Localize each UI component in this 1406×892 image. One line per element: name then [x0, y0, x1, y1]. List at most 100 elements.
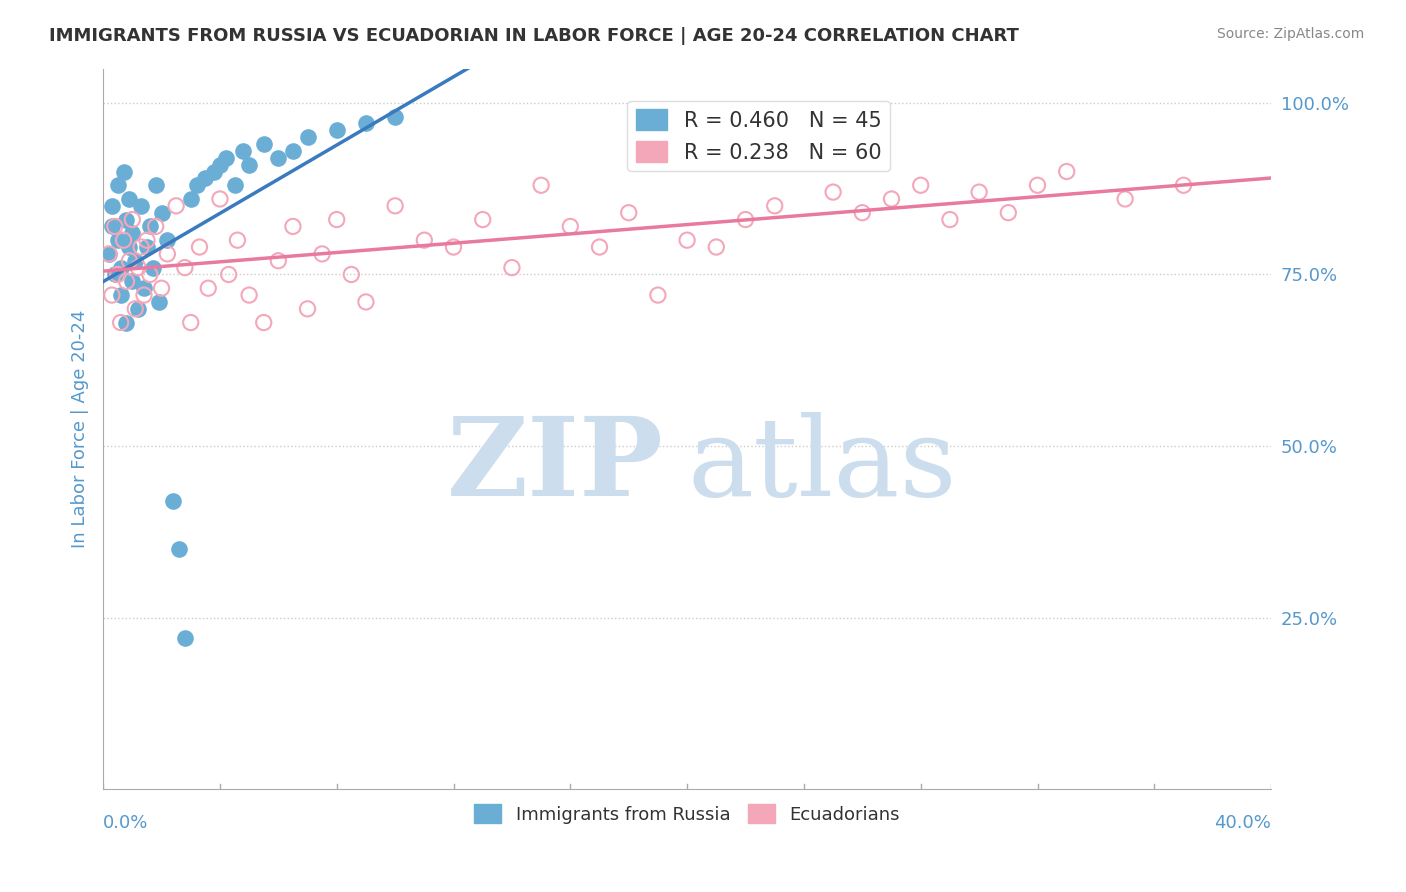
Point [150, 281, 173, 295]
Text: Source: ZipAtlas.com: Source: ZipAtlas.com [1216, 27, 1364, 41]
Text: 0.0%: 0.0% [103, 814, 149, 832]
Point [194, 171, 217, 186]
Point [253, 136, 276, 151]
Point [197, 281, 219, 295]
Point [129, 240, 152, 254]
Point [101, 288, 124, 302]
Point [136, 233, 159, 247]
Point [501, 260, 523, 275]
Point [939, 212, 962, 227]
Point [253, 316, 276, 330]
Point [118, 192, 141, 206]
Point [107, 178, 129, 193]
Point [127, 260, 149, 275]
Text: IMMIGRANTS FROM RUSSIA VS ECUADORIAN IN LABOR FORCE | AGE 20-24 CORRELATION CHAR: IMMIGRANTS FROM RUSSIA VS ECUADORIAN IN … [49, 27, 1019, 45]
Point [173, 632, 195, 646]
Point [165, 199, 187, 213]
Point [267, 253, 290, 268]
Point [384, 110, 406, 124]
Point [1114, 192, 1136, 206]
Point [127, 301, 149, 316]
Y-axis label: In Labor Force | Age 20-24: In Labor Force | Age 20-24 [72, 310, 89, 549]
Point [104, 268, 127, 282]
Point [129, 199, 152, 213]
Point [226, 233, 249, 247]
Point [180, 316, 202, 330]
Point [202, 164, 225, 178]
Point [354, 295, 377, 310]
Point [124, 253, 146, 268]
Point [110, 316, 132, 330]
Point [98, 247, 121, 261]
Point [145, 178, 167, 193]
Point [167, 542, 190, 557]
Point [115, 274, 138, 288]
Point [121, 212, 143, 227]
Point [110, 260, 132, 275]
Point [162, 494, 184, 508]
Point [588, 240, 610, 254]
Point [1173, 178, 1195, 193]
Point [107, 268, 129, 282]
Point [617, 205, 640, 219]
Point [851, 205, 873, 219]
Point [281, 219, 304, 234]
Point [139, 219, 162, 234]
Point [354, 116, 377, 130]
Point [173, 260, 195, 275]
Point [132, 281, 155, 295]
Point [148, 295, 170, 310]
Text: 40.0%: 40.0% [1215, 814, 1271, 832]
Text: atlas: atlas [688, 411, 956, 518]
Point [763, 199, 786, 213]
Point [267, 151, 290, 165]
Point [471, 212, 494, 227]
Point [139, 268, 162, 282]
Point [124, 301, 146, 316]
Point [186, 178, 208, 193]
Point [704, 240, 727, 254]
Point [132, 288, 155, 302]
Text: ZIP: ZIP [447, 411, 664, 518]
Point [115, 316, 138, 330]
Point [150, 205, 173, 219]
Point [112, 233, 135, 247]
Point [676, 233, 699, 247]
Point [297, 130, 319, 145]
Point [340, 268, 363, 282]
Point [115, 212, 138, 227]
Point [136, 240, 159, 254]
Point [208, 192, 231, 206]
Point [104, 219, 127, 234]
Point [118, 240, 141, 254]
Point [238, 288, 260, 302]
Point [232, 144, 254, 158]
Point [311, 247, 333, 261]
Point [224, 178, 246, 193]
Point [734, 212, 756, 227]
Point [180, 192, 202, 206]
Point [967, 185, 990, 199]
Point [910, 178, 932, 193]
Point [145, 219, 167, 234]
Point [101, 199, 124, 213]
Point [325, 212, 347, 227]
Point [880, 192, 903, 206]
Point [647, 288, 669, 302]
Point [208, 158, 231, 172]
Point [118, 253, 141, 268]
Point [325, 123, 347, 137]
Point [384, 199, 406, 213]
Point [107, 233, 129, 247]
Point [101, 219, 124, 234]
Legend: Immigrants from Russia, Ecuadorians: Immigrants from Russia, Ecuadorians [467, 797, 907, 830]
Point [281, 144, 304, 158]
Point [142, 260, 165, 275]
Point [1026, 178, 1049, 193]
Point [560, 219, 582, 234]
Point [112, 164, 135, 178]
Point [218, 268, 240, 282]
Point [121, 274, 143, 288]
Point [121, 227, 143, 241]
Point [188, 240, 211, 254]
